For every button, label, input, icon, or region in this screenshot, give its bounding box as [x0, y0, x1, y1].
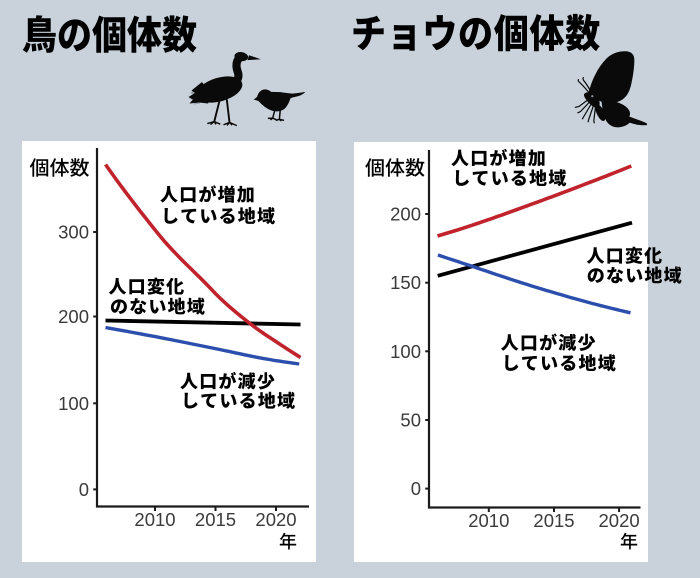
- svg-text:100: 100: [390, 341, 421, 362]
- svg-text:100: 100: [58, 393, 89, 414]
- svg-text:2010: 2010: [134, 509, 175, 530]
- svg-text:0: 0: [79, 479, 89, 500]
- svg-text:200: 200: [58, 306, 89, 327]
- svg-text:2015: 2015: [533, 510, 574, 531]
- svg-text:50: 50: [400, 410, 421, 431]
- svg-text:0: 0: [411, 478, 421, 499]
- svg-text:2020: 2020: [599, 510, 640, 531]
- svg-text:200: 200: [390, 204, 421, 225]
- svg-text:2020: 2020: [255, 509, 296, 530]
- svg-text:150: 150: [390, 272, 421, 293]
- svg-text:2015: 2015: [195, 509, 236, 530]
- svg-text:300: 300: [58, 222, 89, 243]
- svg-text:2010: 2010: [468, 510, 509, 531]
